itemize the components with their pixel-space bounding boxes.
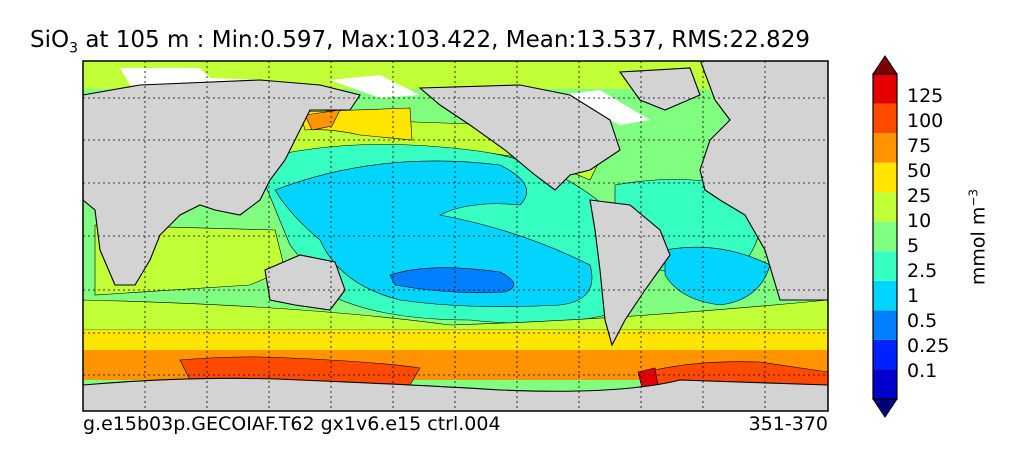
greenland-land — [618, 67, 701, 111]
colorbar-tick-2.5: 2.5 — [907, 260, 938, 282]
colorbar-tick-5: 5 — [907, 235, 920, 257]
colorbar-segment — [873, 339, 897, 370]
case-name-label: g.e15b03p.GECOIAF.T62 gx1v6.e15 ctrl.004 — [83, 413, 501, 435]
colorbar-segment — [873, 221, 897, 252]
europe-africa-east-land — [699, 61, 828, 301]
pacific-band-1-2.5 — [274, 160, 593, 307]
colorbar — [872, 55, 898, 418]
colorbar-tick-50: 50 — [907, 160, 932, 182]
colorbar-frame — [872, 73, 898, 400]
pacific-band-0.5-1 — [389, 267, 515, 293]
years-label: 351-370 — [748, 413, 828, 435]
colorbar-segment — [873, 280, 897, 311]
north-america-land — [418, 84, 621, 191]
map-grid — [83, 61, 828, 411]
eurasia-africa-land — [83, 79, 361, 286]
colorbar-segment — [873, 192, 897, 222]
colorbar-tick-100: 100 — [907, 110, 944, 132]
north-pacific-band-50-75 — [304, 109, 341, 131]
colorbar-segment — [873, 369, 897, 399]
colorbar-segment — [873, 251, 897, 281]
map-title: SiO3 at 105 m : Min:0.597, Max:103.422, … — [30, 27, 810, 57]
atlantic-band-1-2.5 — [664, 246, 771, 306]
colorbar-unit-label: mmol m−3 — [966, 188, 990, 286]
australia-land — [264, 254, 346, 311]
map-frame — [82, 60, 829, 412]
colorbar-tick-1: 1 — [907, 285, 920, 307]
colorbar-tick-75: 75 — [907, 135, 932, 157]
colorbar-segment — [873, 103, 897, 134]
colorbar-tick-10: 10 — [907, 210, 932, 232]
arctic-sea-ice — [120, 68, 810, 125]
colorbar-segment — [873, 310, 897, 340]
colorbar-tick-25: 25 — [907, 185, 932, 207]
colorbar-tick-0.25: 0.25 — [907, 335, 950, 357]
colorbar-segment — [873, 133, 897, 163]
colorbar-tick-0.1: 0.1 — [907, 360, 938, 382]
colorbar-tick-125: 125 — [907, 85, 944, 107]
colorbar-segment — [873, 162, 897, 193]
colorbar-over-arrow — [872, 55, 898, 75]
colorbar-under-arrow — [872, 398, 898, 418]
colorbar-tick-0.5: 0.5 — [907, 310, 938, 332]
colorbar-segment — [873, 74, 897, 104]
